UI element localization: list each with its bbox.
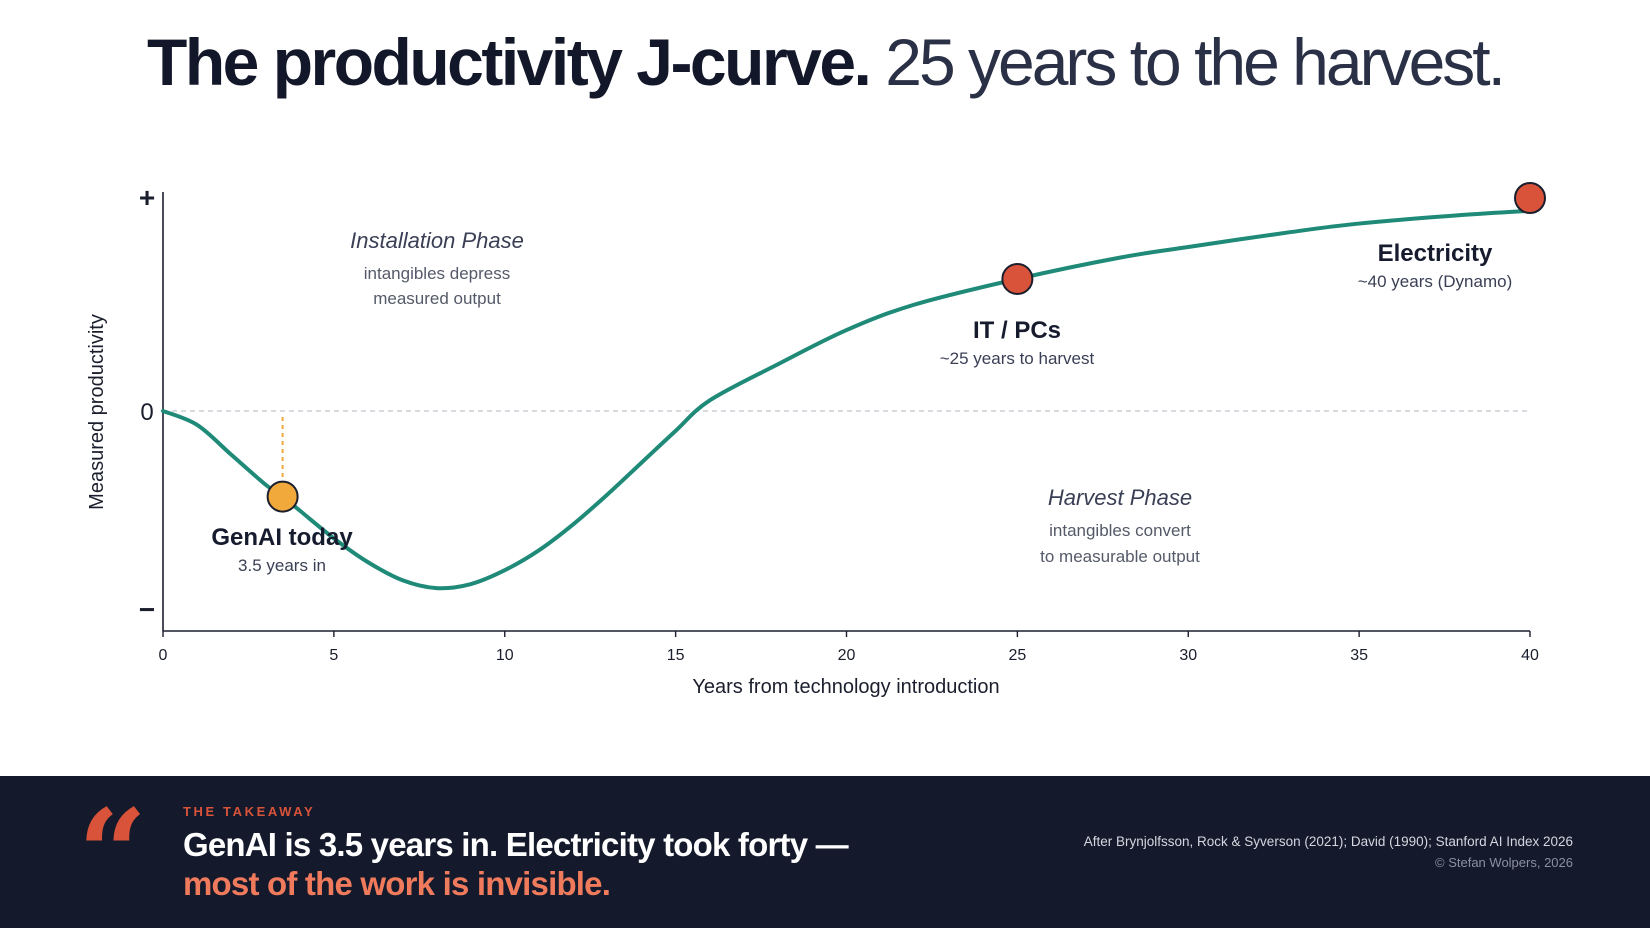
takeaway-line-2: most of the work is invisible. (183, 865, 611, 902)
itpcs-label-title: IT / PCs (973, 317, 1061, 344)
installation-phase-annotation: Installation Phase intangibles depress m… (350, 228, 524, 308)
harvest-phase-line2: to measurable output (1040, 547, 1200, 566)
x-tick-label: 20 (838, 647, 856, 664)
harvest-phase-line1: intangibles convert (1049, 521, 1191, 540)
harvest-phase-title: Harvest Phase (1048, 485, 1192, 510)
installation-phase-title: Installation Phase (350, 228, 524, 253)
x-tick-label: 40 (1521, 647, 1539, 664)
x-tick-label: 5 (329, 647, 338, 664)
x-tick-label: 0 (159, 647, 168, 664)
x-tick-label: 30 (1179, 647, 1197, 664)
y-tick-label: + (139, 182, 155, 213)
j-curve-chart: 0 5 10 15 20 25 30 35 40 +0 − Years from technolo… (86, 182, 1546, 698)
takeaway-footer: “ THE TAKEAWAY GenAI is 3.5 years in. El… (0, 776, 1650, 928)
j-curve-line (161, 208, 1532, 591)
title-light: 25 years to the harvest. (885, 25, 1506, 99)
installation-phase-line2: measured output (373, 289, 501, 308)
electricity-label-title: Electricity (1378, 240, 1493, 267)
y-tick-label: 0 (140, 399, 153, 426)
x-tick-label: 15 (667, 647, 685, 664)
copyright-notice: © Stefan Wolpers, 2026 (1435, 855, 1573, 870)
takeaway-kicker: THE TAKEAWAY (183, 804, 316, 819)
x-axis-label: Years from technology introduction (692, 676, 999, 698)
page-title: The productivity J-curve. 25 years to th… (0, 22, 1650, 102)
source-citation: After Brynjolfsson, Rock & Syverson (202… (1083, 834, 1573, 849)
x-tick-label: 25 (1008, 647, 1026, 664)
installation-phase-line1: intangibles depress (364, 264, 510, 283)
milestone-markers (266, 182, 1546, 513)
takeaway-line-1: GenAI is 3.5 years in. Electricity took … (183, 826, 849, 863)
genai-label-title: GenAI today (211, 524, 353, 551)
itpcs-label-sub: ~25 years to harvest (940, 349, 1095, 368)
x-tick-label: 35 (1350, 647, 1368, 664)
itpcs-marker (1001, 262, 1034, 295)
electricity-label-sub: ~40 years (Dynamo) (1358, 272, 1512, 291)
title-bold: The productivity J-curve. (147, 25, 872, 99)
y-axis-label: Measured productivity (86, 314, 108, 510)
itpcs-label: IT / PCs ~25 years to harvest (940, 317, 1095, 368)
electricity-marker (1514, 182, 1546, 214)
quote-mark-icon: “ (78, 783, 148, 924)
x-ticks: 0 5 10 15 20 25 30 35 40 (159, 631, 1539, 664)
harvest-phase-annotation: Harvest Phase intangibles convert to mea… (1040, 485, 1200, 566)
genai-label: GenAI today 3.5 years in (211, 524, 353, 575)
x-tick-label: 10 (496, 647, 514, 664)
y-ticks: +0 − (139, 182, 155, 625)
chart-axes (162, 192, 1530, 632)
genai-label-sub: 3.5 years in (238, 556, 326, 575)
y-tick-label: − (139, 594, 155, 625)
genai-marker (266, 480, 299, 513)
electricity-label: Electricity ~40 years (Dynamo) (1358, 240, 1512, 291)
